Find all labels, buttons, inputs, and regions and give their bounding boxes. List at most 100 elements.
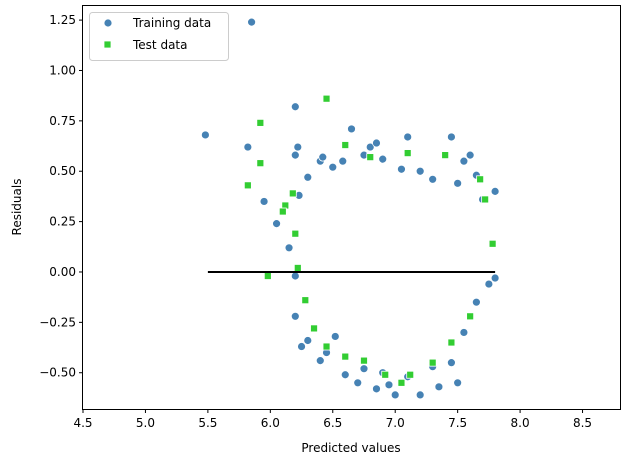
training-data-point bbox=[284, 243, 294, 253]
legend-label-training: Training data bbox=[132, 16, 211, 30]
x-tick-label: 4.5 bbox=[73, 416, 92, 430]
test-data-point bbox=[256, 159, 265, 168]
test-data-point bbox=[291, 229, 300, 238]
training-data-point bbox=[397, 164, 406, 174]
training-data-point bbox=[272, 219, 281, 229]
test-data-point bbox=[288, 189, 297, 198]
test-data-point bbox=[397, 378, 406, 387]
training-data-point bbox=[453, 178, 463, 188]
training-data-point bbox=[471, 297, 481, 307]
training-data-point bbox=[303, 172, 313, 182]
training-data-point bbox=[415, 166, 425, 176]
test-data-point bbox=[428, 358, 437, 367]
test-data-point bbox=[447, 338, 456, 347]
x-tick-label: 6.0 bbox=[261, 416, 280, 430]
x-axis-label: Predicted values bbox=[301, 441, 400, 455]
x-tick-label: 5.5 bbox=[198, 416, 217, 430]
test-data-point bbox=[366, 153, 375, 162]
x-tick-label: 5.0 bbox=[136, 416, 155, 430]
test-data-point bbox=[403, 149, 412, 157]
plot-frame bbox=[82, 5, 621, 410]
y-tick-label: −0.25 bbox=[39, 315, 76, 329]
training-data-point bbox=[447, 358, 456, 368]
x-tick-label: 8.5 bbox=[573, 416, 592, 430]
training-data-point bbox=[297, 342, 306, 351]
y-tick-label: 1.25 bbox=[49, 13, 76, 27]
test-data-point bbox=[322, 342, 331, 351]
test-data-point bbox=[441, 151, 450, 160]
training-data-point bbox=[290, 150, 300, 160]
test-data-point bbox=[293, 264, 302, 272]
training-data-point bbox=[403, 132, 413, 142]
legend-label-test: Test data bbox=[132, 38, 187, 52]
x-tick-label: 6.5 bbox=[323, 416, 342, 430]
test-data-point bbox=[360, 356, 368, 365]
training-data-point bbox=[259, 197, 269, 206]
x-tick-label: 7.0 bbox=[386, 416, 405, 430]
y-tick-label: 0.50 bbox=[49, 164, 76, 178]
test-data-point bbox=[243, 181, 252, 190]
training-data-point bbox=[428, 174, 438, 184]
training-data-point bbox=[330, 332, 340, 341]
training-data-point bbox=[290, 311, 300, 321]
legend-marker-test bbox=[103, 40, 112, 49]
training-data-point bbox=[378, 154, 388, 164]
legend: Training data Test data bbox=[89, 12, 229, 61]
training-data-point bbox=[372, 384, 381, 394]
test-data-point bbox=[301, 296, 310, 305]
training-data-point bbox=[447, 132, 456, 142]
training-data-point bbox=[293, 142, 303, 152]
y-tick-label: 0.75 bbox=[49, 114, 76, 128]
training-data-point bbox=[384, 380, 394, 390]
training-data-point bbox=[459, 156, 469, 166]
training-data-point bbox=[290, 271, 300, 281]
training-data-point bbox=[200, 130, 210, 140]
training-data-point bbox=[315, 356, 325, 366]
test-data-point bbox=[310, 324, 318, 333]
training-data-point bbox=[484, 279, 494, 289]
test-data-point bbox=[406, 370, 415, 379]
test-data-point bbox=[322, 94, 331, 103]
training-data-point bbox=[415, 390, 425, 400]
x-tick-label: 8.0 bbox=[511, 416, 530, 430]
training-data-point bbox=[318, 152, 328, 162]
x-axis-ticks: 4.5 5.0 5.5 6.0 6.5 7.0 7.5 8.0 8.5 bbox=[73, 409, 592, 430]
training-data-point bbox=[338, 156, 348, 166]
test-data-point bbox=[381, 370, 390, 379]
test-data-point bbox=[341, 141, 350, 149]
training-data-point bbox=[303, 336, 313, 345]
y-tick-label: 0.00 bbox=[49, 265, 76, 279]
y-tick-label: −0.50 bbox=[39, 366, 76, 380]
training-data-point bbox=[490, 186, 500, 196]
training-data-point bbox=[390, 390, 400, 400]
y-tick-label: 1.00 bbox=[49, 63, 76, 77]
test-data-point bbox=[481, 195, 490, 204]
training-data-point bbox=[490, 273, 500, 283]
x-tick-label: 7.5 bbox=[448, 416, 467, 430]
test-data-point bbox=[263, 272, 272, 280]
training-data-point bbox=[453, 378, 463, 388]
training-data-point bbox=[365, 142, 375, 152]
test-data-point bbox=[488, 239, 497, 248]
training-data-point bbox=[290, 102, 300, 112]
test-data-point bbox=[341, 352, 350, 361]
training-data-point bbox=[340, 370, 350, 380]
test-data-point bbox=[256, 118, 265, 127]
test-data-point bbox=[476, 175, 485, 184]
training-data-point bbox=[328, 162, 338, 172]
training-data-point bbox=[353, 378, 363, 388]
training-data-point bbox=[465, 150, 475, 160]
y-axis-ticks: −0.50 −0.25 0.00 0.25 0.50 0.75 1.00 1.25 bbox=[39, 13, 83, 380]
y-tick-label: 0.25 bbox=[49, 215, 76, 229]
training-data-point bbox=[372, 138, 381, 148]
training-data-point bbox=[359, 364, 369, 374]
training-data-point bbox=[459, 328, 469, 337]
test-data-point bbox=[466, 312, 475, 321]
y-axis-label: Residuals bbox=[10, 179, 24, 236]
training-data-point bbox=[347, 124, 356, 134]
legend-marker-training bbox=[103, 18, 113, 28]
legend-box bbox=[89, 12, 229, 61]
training-data-point bbox=[247, 17, 256, 27]
